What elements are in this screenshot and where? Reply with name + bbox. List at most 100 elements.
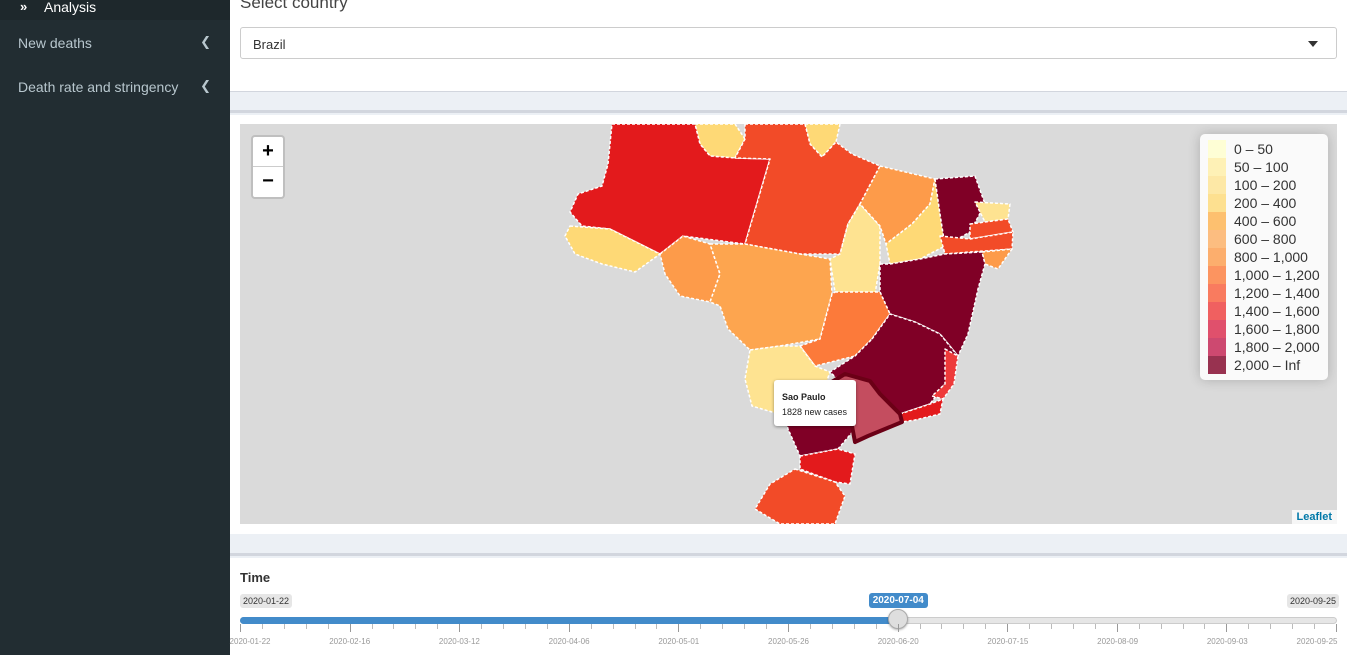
slider-tick: [327, 624, 329, 629]
legend-label: 1,800 – 2,000: [1234, 339, 1320, 355]
slider-grid-label: 2020-01-22: [229, 637, 271, 646]
slider-grid-label: 2020-02-16: [329, 637, 371, 646]
legend-row: 200 – 400: [1208, 194, 1326, 212]
legend-swatch: [1208, 284, 1226, 302]
sidebar-item-label: Death rate and stringency: [18, 79, 179, 95]
slider-grid-label: 2020-05-26: [768, 637, 809, 646]
slider-tick: [1138, 624, 1140, 629]
double-chevron-right-icon: »: [20, 0, 27, 14]
state-rio-de-janeiro[interactable]: [899, 398, 944, 423]
slider-tick: [963, 624, 965, 629]
legend-swatch: [1208, 176, 1226, 194]
legend-row: 1,200 – 1,400: [1208, 284, 1326, 302]
legend-row: 50 – 100: [1208, 158, 1326, 176]
sidebar-item-new-deaths[interactable]: New deaths ❮: [0, 22, 230, 62]
state-bahia[interactable]: [879, 251, 986, 357]
legend-row: 2,000 – Inf: [1208, 356, 1326, 374]
legend-label: 1,600 – 1,800: [1234, 321, 1320, 337]
legend-label: 0 – 50: [1234, 141, 1273, 157]
slider-grid-label: 2020-05-01: [658, 637, 700, 646]
map-tooltip: Sao Paulo 1828 new cases: [774, 380, 856, 426]
slider-tick: [897, 624, 899, 632]
legend-row: 600 – 800: [1208, 230, 1326, 248]
slider-grid-labels: 2020-01-22 2020-02-16 2020-03-12 2020-04-06…: [230, 637, 1347, 649]
state-santa-catarina[interactable]: [799, 448, 856, 485]
legend-label: 600 – 800: [1234, 231, 1297, 247]
zoom-control: + −: [251, 135, 285, 199]
select-country-label: Select country: [240, 0, 348, 12]
sidebar: » Analysis New deaths ❮ Death rate and s…: [0, 0, 230, 655]
zoom-out-button[interactable]: −: [262, 170, 274, 192]
divider: [230, 553, 1347, 556]
legend-label: 800 – 1,000: [1234, 249, 1308, 265]
slider-tick: [1072, 624, 1074, 629]
state-mato-grosso[interactable]: [709, 243, 833, 351]
slider-tick: [634, 624, 636, 629]
state-goias[interactable]: [799, 291, 891, 367]
brazil-states-map[interactable]: [240, 124, 1337, 524]
slider-tick: [1029, 624, 1031, 629]
legend-row: 400 – 600: [1208, 212, 1326, 230]
legend-swatch: [1208, 320, 1226, 338]
legend-swatch: [1208, 194, 1226, 212]
slider-tick: [481, 624, 483, 629]
time-label: Time: [240, 570, 271, 585]
slider-grid-label: 2020-06-20: [877, 637, 919, 646]
legend-row: 800 – 1,000: [1208, 248, 1326, 266]
state-rio-grande-do-sul[interactable]: [754, 468, 846, 524]
legend-label: 1,200 – 1,400: [1234, 285, 1320, 301]
slider-tick: [1292, 624, 1294, 629]
country-dropdown-value: Brazil: [253, 37, 286, 52]
slider-tick: [722, 624, 724, 629]
slider-tick: [1051, 624, 1053, 629]
country-select-box: Select country Brazil: [230, 0, 1347, 92]
slider-tick: [1094, 624, 1096, 629]
legend-swatch: [1208, 212, 1226, 230]
map-box: + − 0 – 50 50 – 100 100 – 200 200 – 400 400 …: [230, 115, 1347, 534]
slider-tick: [437, 624, 439, 629]
slider-tick: [809, 624, 811, 629]
slider-grid: [240, 624, 1337, 634]
sidebar-item-label: Analysis: [44, 0, 97, 15]
slider-tick: [875, 624, 877, 629]
slider-current-label: 2020-07-04: [868, 593, 928, 608]
legend-row: 1,000 – 1,200: [1208, 266, 1326, 284]
slider-tick: [1270, 624, 1272, 629]
slider-tick: [240, 624, 241, 632]
divider: [230, 110, 1347, 113]
slider-tick: [1116, 624, 1118, 632]
state-rondonia[interactable]: [659, 235, 721, 303]
slider-tick: [590, 624, 592, 629]
slider-tick: [831, 624, 833, 629]
slider-tick: [459, 624, 461, 632]
sidebar-item-label: New deaths: [18, 35, 92, 51]
zoom-in-button[interactable]: +: [253, 137, 283, 167]
choropleth-map[interactable]: + − 0 – 50 50 – 100 100 – 200 200 – 400 400 …: [240, 124, 1337, 524]
slider-grid-label: 2020-07-15: [987, 637, 1029, 646]
state-acre[interactable]: [564, 225, 661, 273]
leaflet-attribution-link[interactable]: Leaflet: [1291, 510, 1337, 524]
legend-label: 400 – 600: [1234, 213, 1297, 229]
slider-tick: [1248, 624, 1250, 629]
legend-swatch: [1208, 158, 1226, 176]
slider-tick: [1160, 624, 1162, 629]
legend-label: 2,000 – Inf: [1234, 357, 1301, 373]
legend-label: 50 – 100: [1234, 159, 1289, 175]
slider-grid-label: 2020-03-12: [438, 637, 480, 646]
legend-row: 1,800 – 2,000: [1208, 338, 1326, 356]
state-para[interactable]: [734, 124, 881, 255]
slider-grid-label: 2020-09-03: [1206, 637, 1248, 646]
slider-tick: [919, 624, 921, 629]
legend-swatch: [1208, 356, 1226, 374]
slider-tick: [503, 624, 505, 629]
slider-tick: [941, 624, 943, 629]
sidebar-item-analysis[interactable]: » Analysis: [0, 0, 230, 20]
tooltip-title: Sao Paulo: [782, 392, 826, 402]
state-tocantins[interactable]: [829, 203, 881, 295]
slider-tick: [1226, 624, 1228, 632]
country-dropdown[interactable]: Brazil: [240, 27, 1337, 59]
sidebar-item-death-rate-and-stringency[interactable]: Death rate and stringency ❮: [0, 66, 230, 106]
legend-row: 1,600 – 1,800: [1208, 320, 1326, 338]
slider-tick: [524, 624, 526, 629]
state-alagoas-sergipe[interactable]: [981, 248, 1013, 270]
